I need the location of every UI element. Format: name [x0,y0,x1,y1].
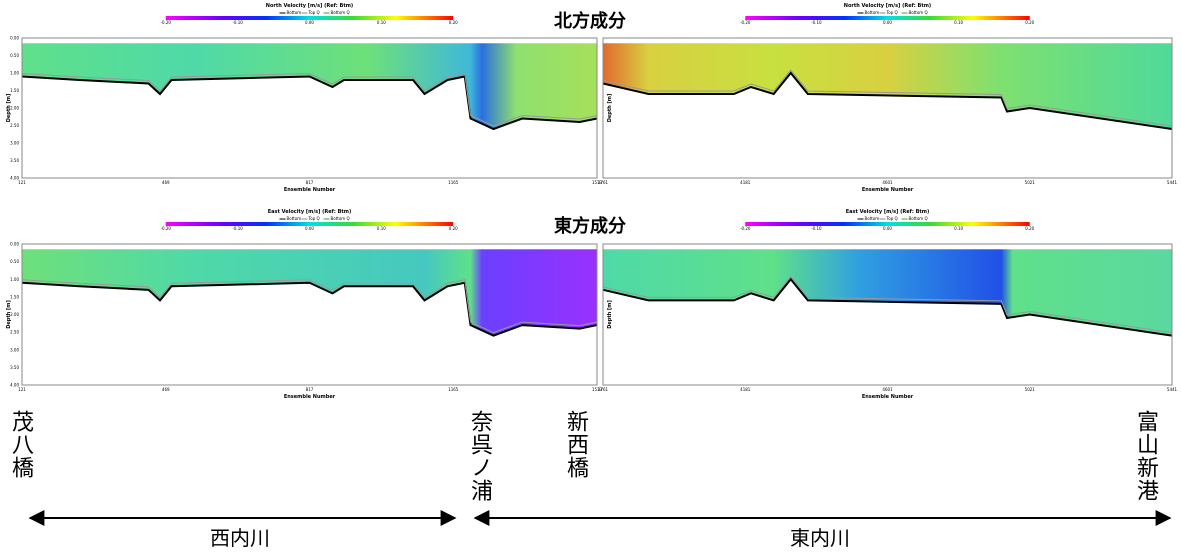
x-axis-label: Ensemble Number [862,394,914,400]
x-tick-label: 4181 [740,180,751,185]
x-tick-label: 469 [162,180,170,185]
section-heading: 北方成分 [554,10,626,32]
colorbar-tick: -0.20 [161,20,172,25]
x-tick-label: 469 [162,387,170,392]
legend-item: Bottom Q [909,10,928,15]
y-tick-label: 3.50 [10,158,19,163]
legend-title: North Velocity [m/s] (Ref: Btm) [266,3,353,9]
figure: 北方成分東方成分North Velocity [m/s] (Ref: Btm)B… [0,0,1181,555]
x-tick-label: 5441 [1167,180,1178,185]
legend-item: Bottom [287,10,302,15]
legend-item: Top Q [886,216,898,221]
y-tick-label: 0.00 [10,242,19,247]
figure-canvas: 北方成分東方成分North Velocity [m/s] (Ref: Btm)B… [0,0,1181,555]
x-axis-label: Ensemble Number [284,187,336,193]
colorbar-tick: 0.20 [449,226,458,231]
y-tick-label: 1.50 [10,294,19,299]
y-axis-label: Depth [m] [607,300,613,329]
colorbar-tick: 0.20 [449,20,458,25]
colorbar-tick: -0.20 [740,20,751,25]
colorbar-tick: 0.20 [1025,226,1034,231]
x-axis-label: Ensemble Number [862,187,914,193]
y-tick-label: 3.00 [10,141,19,146]
section-heading: 東方成分 [554,215,626,237]
colorbar-tick: 0.00 [305,226,314,231]
colorbar-tick: -0.20 [740,226,751,231]
legend-item: Bottom [865,10,880,15]
legend-title: East Velocity [m/s] (Ref: Btm) [268,209,352,215]
y-axis-label: Depth [m] [6,300,12,329]
legend-item: Bottom Q [331,10,350,15]
y-tick-label: 1.00 [10,71,19,76]
x-tick-label: 1165 [448,180,459,185]
colorbar-tick: 0.20 [1025,20,1034,25]
x-tick-label: 4181 [740,387,751,392]
colorbar-tick: 0.10 [377,226,386,231]
x-axis-label: Ensemble Number [284,394,336,400]
colorbar-tick: 0.00 [883,20,892,25]
legend-title: North Velocity [m/s] (Ref: Btm) [844,3,931,9]
legend-item: Bottom Q [909,216,928,221]
colorbar-tick: -0.10 [811,20,822,25]
x-tick-label: 1165 [448,387,459,392]
x-tick-label: 5021 [1025,180,1036,185]
x-tick-label: 817 [306,387,314,392]
x-tick-label: 4601 [882,387,893,392]
x-tick-label: 121 [18,180,26,185]
colorbar-tick: 0.00 [883,226,892,231]
location-label: 新西橋 [563,410,587,479]
legend-item: Bottom [287,216,302,221]
colorbar-tick: 0.10 [954,226,963,231]
location-label: 富山新港 [1133,410,1157,502]
x-tick-label: 5441 [1167,387,1178,392]
location-label: 茂八橋 [8,410,32,479]
x-tick-label: 121 [18,387,26,392]
y-axis-label: Depth [m] [607,94,613,123]
x-tick-label: 4601 [882,180,893,185]
legend-item: Bottom [865,216,880,221]
y-tick-label: 3.50 [10,365,19,370]
legend-item: Top Q [308,216,320,221]
reach-label: 西内川 [210,526,270,550]
colorbar-tick: 0.10 [377,20,386,25]
colorbar-tick: -0.10 [811,226,822,231]
legend-item: Top Q [308,10,320,15]
y-tick-label: 1.50 [10,88,19,93]
x-tick-label: 3761 [598,387,609,392]
y-tick-label: 0.50 [10,259,19,264]
x-tick-label: 817 [306,180,314,185]
y-axis-label: Depth [m] [6,94,12,123]
reach-label: 東内川 [790,526,850,550]
legend-item: Top Q [886,10,898,15]
colorbar-tick: -0.20 [161,226,172,231]
y-tick-label: 0.50 [10,53,19,58]
y-tick-label: 1.00 [10,277,19,282]
y-tick-label: 2.50 [10,330,19,335]
x-tick-label: 3761 [598,180,609,185]
legend-item: Bottom Q [331,216,350,221]
location-label: 奈呉ノ浦 [467,410,491,502]
colorbar-tick: -0.10 [232,226,243,231]
y-tick-label: 3.00 [10,347,19,352]
colorbar-tick: 0.00 [305,20,314,25]
x-tick-label: 5021 [1025,387,1036,392]
colorbar-tick: 0.10 [954,20,963,25]
y-tick-label: 2.50 [10,123,19,128]
y-tick-label: 0.00 [10,36,19,41]
colorbar-tick: -0.10 [232,20,243,25]
legend-title: East Velocity [m/s] (Ref: Btm) [846,209,930,215]
